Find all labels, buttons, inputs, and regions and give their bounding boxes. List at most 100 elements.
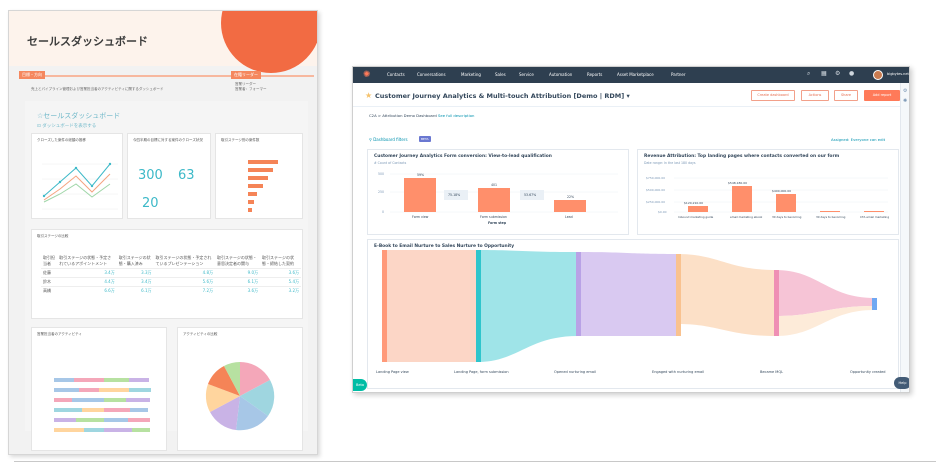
favorite-star-icon[interactable]: ★ xyxy=(365,91,373,100)
x-tick: email marketing ebook xyxy=(730,215,763,219)
bar-label: $400,000.00 xyxy=(772,189,791,193)
sankey-label: Landing Page view xyxy=(376,370,409,374)
bar xyxy=(864,211,884,212)
card-title[interactable]: Customer Journey Analytics Form conversi… xyxy=(374,154,552,159)
closed-deals-panel: クローズした案件の総額の推移 xyxy=(31,133,123,219)
nav-service[interactable]: Service xyxy=(519,72,534,77)
pie-chart xyxy=(205,362,275,431)
doc-divider xyxy=(19,75,314,77)
nav-automation[interactable]: Automation xyxy=(549,72,573,77)
hubspot-dashboard-window: ✺ Contacts Conversations Marketing Sales… xyxy=(352,66,910,393)
nav-conversations[interactable]: Conversations xyxy=(417,72,446,77)
dashboard-title[interactable]: Customer Journey Analytics & Multi-touch… xyxy=(375,92,630,100)
settings-gear-icon[interactable]: ⚙ xyxy=(835,70,841,77)
table-cell: 5.6万 xyxy=(153,277,215,287)
panel-title: 今四半期の目標に対する案件のクローズ状況 xyxy=(133,138,203,142)
x-tick: 30 days to becoming xyxy=(816,215,846,219)
table-cell: 7.2万 xyxy=(153,286,215,295)
table-header: 取引ステージの状態・意思決定者の関与 xyxy=(217,255,257,266)
sankey-label: Engaged with nurturing email xyxy=(652,370,705,374)
quarter-goal-panel: 今四半期の目標に対する案件のクローズ状況 300 63 20 xyxy=(127,133,211,219)
y-tick: $0.00 xyxy=(658,210,667,214)
bar-label: 22% xyxy=(567,195,574,199)
table-header: 取引ステージの状態・予定されているアポイントメント xyxy=(59,255,112,266)
bar xyxy=(688,206,708,212)
y-tick: 250 xyxy=(378,190,384,194)
assigned-info: Assigned: Everyone can edit xyxy=(831,137,886,142)
y-tick: 500 xyxy=(378,172,384,176)
nav-marketing[interactable]: Marketing xyxy=(461,72,481,77)
doc-sub2[interactable]: ⊡ ダッシュボードを表示する xyxy=(37,124,97,129)
rail-settings-icon[interactable]: ⚙ xyxy=(903,88,908,94)
deal-stage-panel: 取引ステージ別の案件数 xyxy=(215,133,303,219)
nav-contacts[interactable]: Contacts xyxy=(387,72,405,77)
flow-1 xyxy=(386,250,478,362)
y-tick: $500,000.00 xyxy=(646,188,665,192)
help-button[interactable]: Help xyxy=(894,377,909,389)
create-dashboard-button[interactable]: Create dashboard xyxy=(751,90,795,101)
hubspot-logo-icon[interactable]: ✺ xyxy=(363,70,371,80)
y-tick: 0 xyxy=(382,210,384,214)
table-cell: 高橋 xyxy=(41,286,58,295)
bar xyxy=(248,208,252,212)
table-cell: 3.2万 xyxy=(260,286,301,295)
sankey-diagram xyxy=(382,250,877,362)
search-icon[interactable]: ⌕ xyxy=(807,70,811,77)
flow-3 xyxy=(578,252,678,336)
rail-hubspot-icon[interactable]: ✺ xyxy=(903,98,908,104)
bar-label: $548,180.00 xyxy=(728,181,747,185)
beta-badge: BETA xyxy=(419,136,431,142)
marketplace-icon[interactable]: ▦ xyxy=(821,70,827,77)
dashboard-filters-button[interactable]: ⚲ Dashboard filters xyxy=(369,137,408,142)
node-landing-page-view xyxy=(382,250,387,362)
assigned-link[interactable]: Everyone can edit xyxy=(850,137,886,142)
revenue-bar-chart: $750,000.00 $500,000.00 $250,000.00 $0.0… xyxy=(646,176,889,219)
bar xyxy=(820,211,840,212)
nav-partner[interactable]: Partner xyxy=(671,72,686,77)
star-icon: ☆ xyxy=(37,112,44,120)
node-became-mql xyxy=(774,270,779,336)
card-subtitle: Date range: In the last 180 days xyxy=(644,161,696,165)
add-report-button[interactable]: Add report xyxy=(864,90,900,101)
bar-label: 401 xyxy=(491,183,497,187)
nav-asset-marketplace[interactable]: Asset Marketplace xyxy=(617,72,654,77)
beta-tab-button[interactable]: Beta xyxy=(353,379,367,391)
stacked-bar-chart xyxy=(54,378,151,432)
funnel-bar-chart: 500 250 0 59% 401 22% 75.18% 53.67% Form… xyxy=(378,172,618,225)
x-tick: Lead xyxy=(565,215,573,219)
panel-title: 取引ステージ別の案件数 xyxy=(221,138,260,142)
actions-button[interactable]: Actions xyxy=(801,90,829,101)
bar-form-submission xyxy=(478,188,510,212)
table-cell: 3.4万 xyxy=(116,277,154,287)
account-name[interactable]: bigbytes.net xyxy=(887,72,909,76)
table-cell: 4.8万 xyxy=(153,268,215,278)
line-chart xyxy=(42,162,118,210)
table-cell: 6.6万 xyxy=(57,286,117,295)
table-cell: 3.6万 xyxy=(215,286,261,295)
flow-4 xyxy=(678,254,776,336)
x-tick: CTA email marketing xyxy=(860,215,889,219)
card-title[interactable]: E-Book to Email Nurture to Sales Nurture… xyxy=(374,244,515,249)
x-tick: Form view xyxy=(412,215,429,219)
panel-title: アクティビティの比較 xyxy=(183,332,218,336)
expand-icon: ⊡ xyxy=(37,124,43,129)
bar xyxy=(776,194,796,212)
stage-comparison-table: 取引担当者 取引ステージの状態・予定されているアポイントメント 取引ステージの状… xyxy=(41,254,301,295)
notifications-bell-icon[interactable]: ● xyxy=(849,70,855,77)
table-header: 取引担当者 xyxy=(43,255,55,266)
card-title[interactable]: Revenue Attribution: Top landing pages w… xyxy=(644,154,840,159)
doc-tag-goal: 目標・方向 xyxy=(19,71,45,79)
user-avatar[interactable] xyxy=(873,70,883,80)
right-side-rail: ⚙ ✺ xyxy=(900,83,909,392)
nav-sales[interactable]: Sales xyxy=(495,72,506,77)
table-cell: 鈴木 xyxy=(41,277,58,287)
flow-6 xyxy=(776,306,874,336)
panel-title: クローズした案件の総額の推移 xyxy=(37,138,86,142)
nav-reports[interactable]: Reports xyxy=(587,72,603,77)
bar xyxy=(248,200,254,204)
doc-side-text: 営業リーダー 営業者：フォーマー xyxy=(235,82,267,91)
see-description-link[interactable]: See full description xyxy=(438,113,475,118)
share-button[interactable]: Share xyxy=(834,90,858,101)
kpi-value: 63 xyxy=(178,168,195,183)
flow-2 xyxy=(478,250,578,362)
